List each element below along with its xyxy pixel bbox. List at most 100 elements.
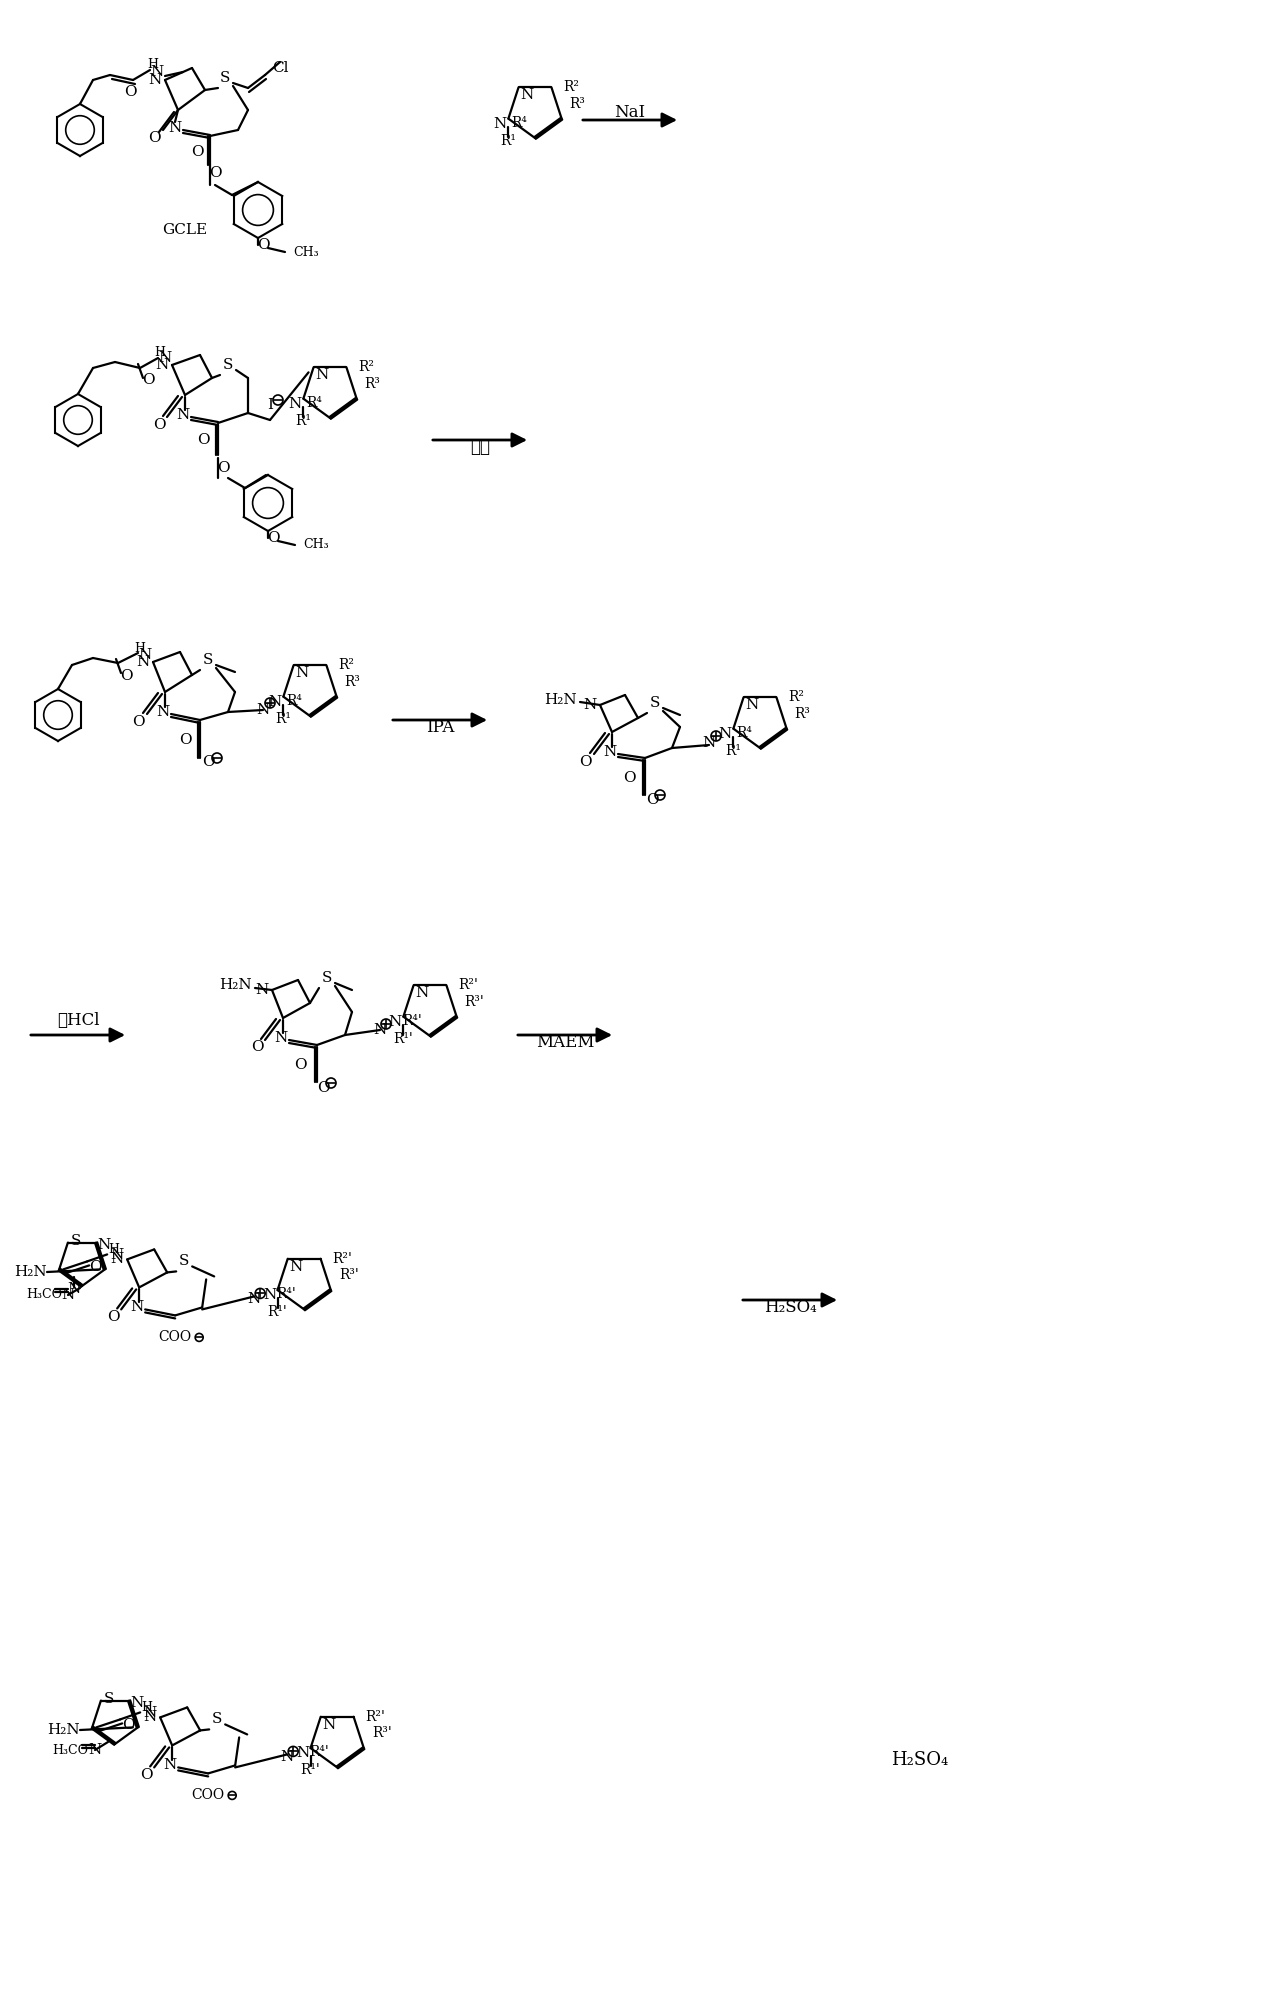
Text: O: O [124, 84, 136, 98]
Text: N: N [111, 1253, 124, 1267]
Text: I: I [268, 398, 273, 412]
Text: H₃CO: H₃CO [25, 1289, 62, 1301]
Text: O: O [201, 755, 214, 769]
Text: O: O [294, 1057, 307, 1071]
Text: R²: R² [789, 691, 804, 705]
Text: Cl: Cl [273, 60, 288, 74]
Text: R³: R³ [795, 707, 810, 721]
Text: S: S [203, 653, 213, 667]
Text: O: O [217, 460, 229, 474]
Text: O: O [266, 531, 279, 545]
Text: H₃CO: H₃CO [52, 1744, 88, 1756]
Text: O: O [120, 669, 132, 683]
Text: N: N [494, 116, 507, 130]
Text: 浓HCl: 浓HCl [57, 1011, 99, 1029]
Text: O: O [153, 418, 166, 432]
Text: R¹: R¹ [296, 414, 311, 428]
Text: S: S [650, 697, 660, 711]
Text: N: N [155, 358, 168, 372]
Text: S: S [178, 1255, 190, 1269]
Text: S: S [70, 1233, 82, 1247]
Text: O: O [623, 771, 636, 785]
Text: O: O [180, 733, 192, 747]
Text: N: N [415, 987, 428, 1001]
Text: N: N [604, 745, 617, 759]
Text: N: N [256, 703, 270, 717]
Text: N: N [139, 649, 152, 663]
Text: R⁴: R⁴ [736, 727, 752, 741]
Text: H₂N: H₂N [544, 693, 576, 707]
Text: O: O [148, 130, 161, 144]
Text: GCLE: GCLE [163, 222, 208, 236]
Text: R⁴': R⁴' [403, 1013, 422, 1027]
Text: O: O [122, 1718, 135, 1732]
Text: N: N [373, 1023, 386, 1037]
Text: N: N [111, 1249, 124, 1263]
Text: H₂N: H₂N [14, 1265, 47, 1279]
Text: S: S [223, 358, 233, 372]
Text: N: N [136, 655, 149, 669]
Text: N: N [176, 408, 190, 422]
Text: R²: R² [339, 659, 354, 673]
Text: R¹': R¹' [394, 1031, 413, 1045]
Text: NaI: NaI [614, 104, 646, 120]
Text: S: S [211, 1712, 223, 1726]
Text: H: H [148, 58, 158, 72]
Text: O: O [89, 1261, 102, 1275]
Text: H₂N: H₂N [47, 1724, 80, 1738]
Text: O: O [256, 238, 269, 252]
Text: R⁴: R⁴ [287, 695, 302, 709]
Text: N: N [130, 1696, 144, 1710]
Text: O: O [209, 166, 222, 180]
Text: R¹': R¹' [301, 1764, 321, 1778]
Text: H₂N: H₂N [219, 979, 251, 993]
Text: R³': R³' [339, 1267, 358, 1281]
Text: R⁴': R⁴' [310, 1746, 329, 1760]
Text: R³': R³' [372, 1726, 391, 1740]
Text: N: N [144, 1710, 157, 1724]
Text: N: N [148, 72, 162, 86]
Text: N: N [130, 1301, 144, 1315]
Text: R³: R³ [569, 96, 586, 110]
Text: N: N [163, 1758, 177, 1772]
Text: N: N [289, 396, 302, 410]
Text: H₂SO₄: H₂SO₄ [892, 1752, 949, 1770]
Text: COO: COO [158, 1331, 192, 1345]
Text: H: H [135, 641, 145, 655]
Text: O: O [107, 1311, 120, 1325]
Text: N: N [520, 88, 533, 102]
Text: R²: R² [563, 80, 580, 94]
Text: N: N [702, 737, 716, 751]
Text: N: N [289, 1259, 302, 1273]
Text: H: H [108, 1243, 120, 1255]
Text: O: O [646, 793, 659, 807]
Text: N: N [247, 1293, 261, 1307]
Text: R⁴': R⁴' [276, 1287, 296, 1301]
Text: R³': R³' [465, 995, 484, 1009]
Text: N: N [157, 705, 169, 719]
Text: N: N [296, 1746, 310, 1760]
Text: N: N [255, 983, 269, 997]
Text: R¹: R¹ [725, 743, 741, 757]
Text: R⁴: R⁴ [511, 116, 527, 130]
Text: N: N [168, 120, 182, 134]
Text: S: S [322, 971, 333, 985]
Text: H₂SO₄: H₂SO₄ [763, 1299, 817, 1315]
Text: N: N [322, 1718, 335, 1732]
Text: N: N [389, 1015, 403, 1029]
Text: R²: R² [358, 360, 375, 374]
Text: O: O [140, 1768, 153, 1782]
Text: R²': R²' [459, 979, 478, 993]
Text: MAEM: MAEM [536, 1033, 594, 1051]
Text: O: O [578, 755, 591, 769]
Text: R³: R³ [364, 376, 381, 390]
Text: N: N [269, 695, 282, 709]
Text: N: N [144, 1706, 157, 1720]
Text: O: O [131, 715, 144, 729]
Text: 苯酚: 苯酚 [470, 438, 490, 456]
Text: R²': R²' [366, 1710, 386, 1724]
Text: CH₃: CH₃ [293, 246, 318, 258]
Text: N: N [294, 667, 308, 681]
Text: N: N [719, 727, 733, 741]
Text: N: N [88, 1744, 102, 1758]
